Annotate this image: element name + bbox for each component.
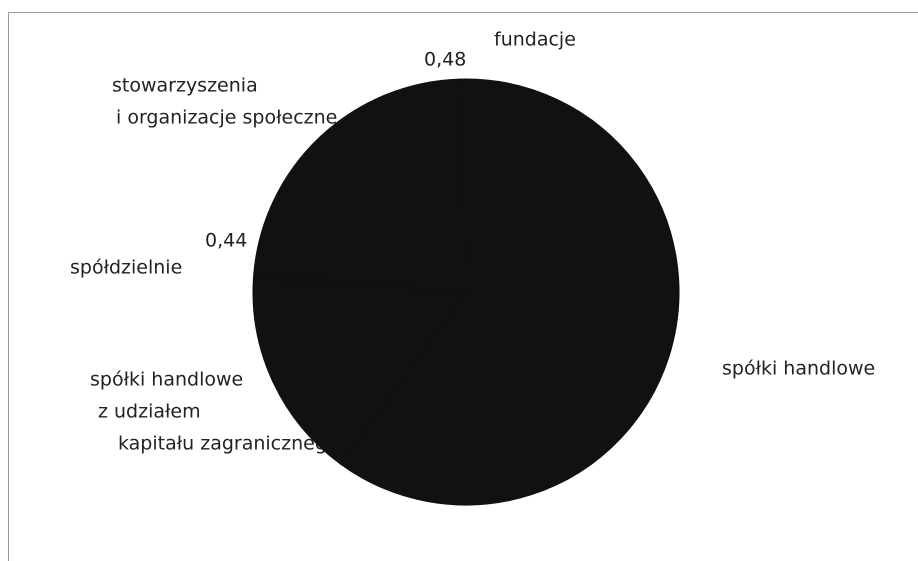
slice-label: spółki handlowe (722, 358, 875, 380)
slice-label: spółki handlowe (90, 369, 243, 391)
chart-frame (8, 12, 918, 561)
pie-slice (459, 78, 467, 293)
slice-label: fundacje (494, 29, 576, 51)
pie-slice (253, 78, 467, 293)
slice-label: i organizacje społeczne (116, 107, 337, 129)
slice-label: spółdzielnie (70, 257, 182, 279)
pie-slice (340, 78, 680, 506)
value-label: 0,44 (205, 230, 247, 252)
slice-label: z udziałem (98, 401, 201, 423)
slice-label: kapitału zagranicznego (118, 433, 339, 455)
value-label: 0,48 (424, 49, 466, 71)
slice-label: stowarzyszenia (112, 75, 258, 97)
pie-slice (252, 278, 467, 466)
